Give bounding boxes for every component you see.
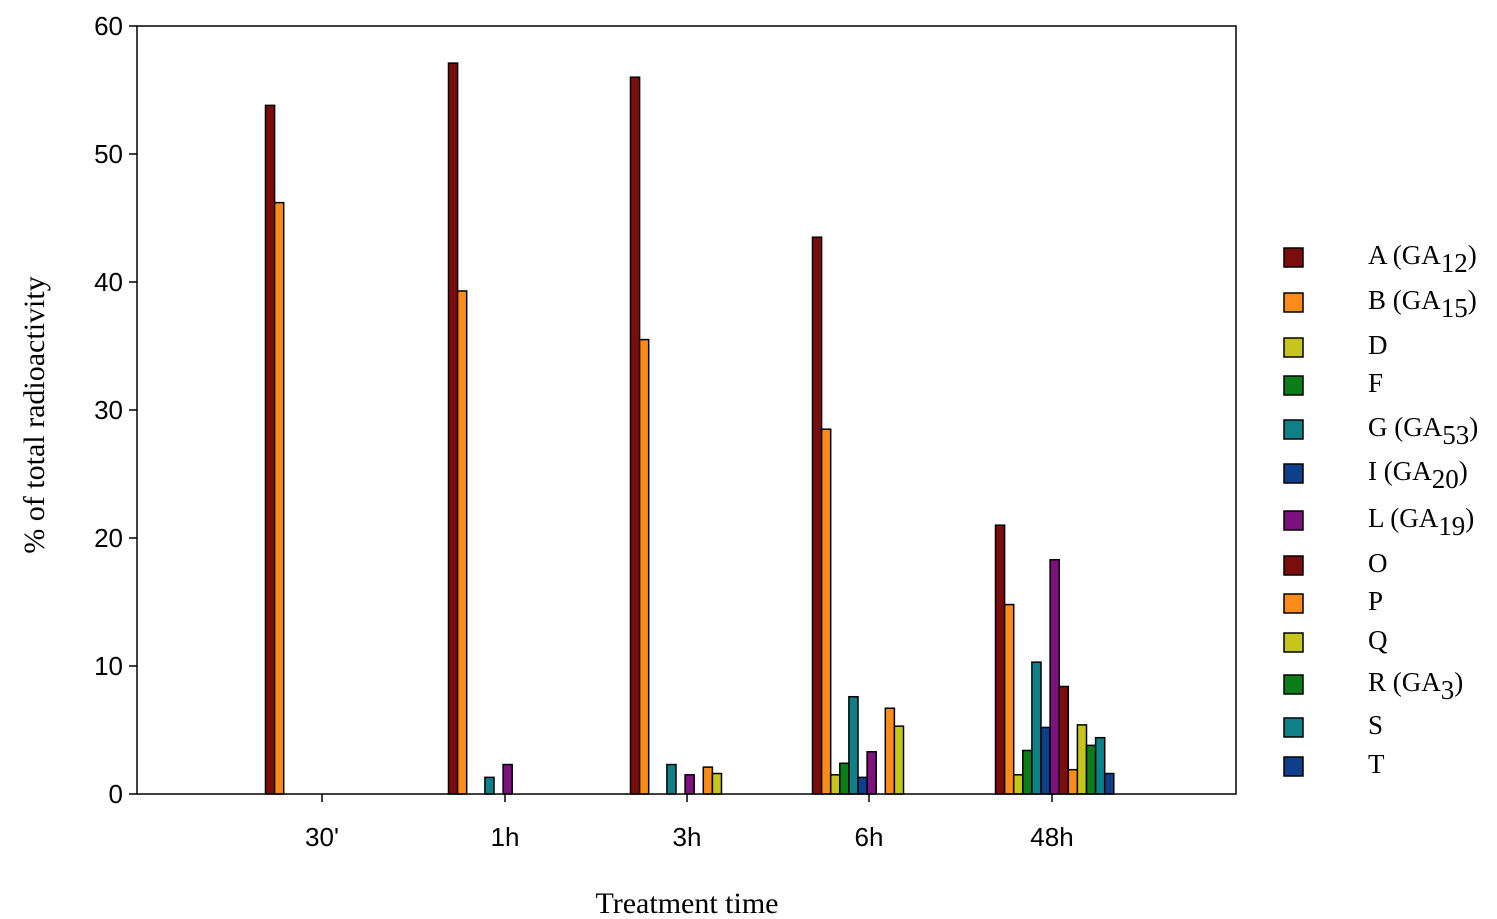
legend-label: F bbox=[1368, 368, 1383, 398]
bar-q-3 bbox=[893, 725, 905, 795]
x-tick-label: 1h bbox=[491, 822, 520, 852]
legend-label: I (GA20) bbox=[1368, 456, 1468, 494]
bar-d-4 bbox=[1012, 774, 1024, 795]
bar-l-4 bbox=[1049, 559, 1060, 795]
bar-g-3 bbox=[848, 695, 859, 795]
bar-g-2 bbox=[666, 763, 677, 795]
plot-area-frame bbox=[136, 25, 1237, 795]
y-tick-label: 30 bbox=[94, 395, 123, 425]
bar-i-3 bbox=[857, 776, 868, 795]
bar-a-3 bbox=[811, 236, 823, 795]
x-axis: 30' 1h 3h 6h 48h bbox=[305, 794, 1074, 852]
x-axis-title: Treatment time bbox=[595, 887, 778, 919]
bar-q-2 bbox=[711, 772, 723, 795]
legend-label: O bbox=[1368, 548, 1388, 578]
bar-b-2 bbox=[638, 338, 650, 795]
legend-label: L (GA19) bbox=[1368, 503, 1474, 541]
legend-swatch bbox=[1283, 717, 1304, 738]
y-tick-label: 0 bbox=[109, 779, 123, 809]
y-tick-label: 50 bbox=[94, 139, 123, 169]
y-tick-label: 40 bbox=[94, 267, 123, 297]
bar-b-0 bbox=[273, 201, 285, 795]
legend-label: D bbox=[1368, 330, 1388, 360]
x-tick-label: 3h bbox=[673, 822, 702, 852]
y-axis-title: % of total radioactivity bbox=[18, 276, 51, 553]
legend: A (GA12) B (GA15) DF G (GA53) I (GA20) L (GA1… bbox=[1283, 240, 1478, 779]
legend-swatch bbox=[1283, 632, 1304, 653]
y-tick-label: 60 bbox=[94, 11, 123, 41]
legend-label: P bbox=[1368, 586, 1383, 616]
bar-a-0 bbox=[264, 104, 276, 795]
x-tick-label: 6h bbox=[855, 822, 884, 852]
legend-swatch bbox=[1283, 555, 1304, 576]
bar-q-4 bbox=[1076, 724, 1088, 795]
bar-b-3 bbox=[820, 428, 832, 795]
bar-t-4 bbox=[1103, 772, 1115, 795]
bar-a-2 bbox=[629, 76, 641, 795]
legend-label: S bbox=[1368, 710, 1383, 740]
bar-l-2 bbox=[684, 774, 695, 795]
bar-l-3 bbox=[866, 751, 877, 795]
legend-label: T bbox=[1368, 749, 1385, 779]
bar-a-1 bbox=[447, 62, 459, 795]
y-axis: 0 10 20 30 40 50 60 bbox=[94, 11, 137, 809]
bar-b-4 bbox=[1003, 603, 1015, 795]
bar-d-3 bbox=[829, 774, 841, 795]
bar-b-1 bbox=[456, 290, 468, 795]
bar-g-4 bbox=[1031, 661, 1042, 795]
y-tick-label: 10 bbox=[94, 651, 123, 681]
legend-swatch bbox=[1283, 756, 1304, 777]
legend-swatch bbox=[1283, 375, 1304, 396]
bar-r-4 bbox=[1085, 744, 1097, 795]
y-tick-label: 20 bbox=[94, 523, 123, 553]
legend-label: R (GA3) bbox=[1368, 667, 1463, 705]
bar-g-1 bbox=[484, 776, 495, 795]
bar-f-3 bbox=[839, 762, 850, 795]
legend-label: Q bbox=[1368, 625, 1388, 655]
bar-p-4 bbox=[1067, 768, 1079, 795]
bar-a-4 bbox=[994, 524, 1006, 795]
legend-swatch bbox=[1283, 674, 1304, 695]
legend-swatch bbox=[1283, 510, 1304, 531]
bar-p-3 bbox=[884, 707, 896, 795]
x-tick-label: 30' bbox=[305, 822, 339, 852]
bar-s-4 bbox=[1094, 736, 1106, 795]
legend-label: B (GA15) bbox=[1368, 285, 1477, 323]
legend-swatch bbox=[1283, 593, 1304, 614]
legend-label: A (GA12) bbox=[1368, 240, 1477, 278]
legend-swatch bbox=[1283, 419, 1304, 440]
legend-swatch bbox=[1283, 247, 1304, 268]
bar-o-4 bbox=[1058, 685, 1070, 795]
bar-l-1 bbox=[502, 763, 513, 795]
legend-swatch bbox=[1283, 463, 1304, 484]
bar-p-2 bbox=[702, 766, 714, 795]
legend-label: G (GA53) bbox=[1368, 412, 1478, 450]
x-tick-label: 48h bbox=[1030, 822, 1073, 852]
legend-swatch bbox=[1283, 337, 1304, 358]
bar-i-4 bbox=[1040, 726, 1051, 795]
bar-f-4 bbox=[1022, 749, 1033, 795]
legend-swatch bbox=[1283, 292, 1304, 313]
bars-layer bbox=[264, 62, 1115, 795]
